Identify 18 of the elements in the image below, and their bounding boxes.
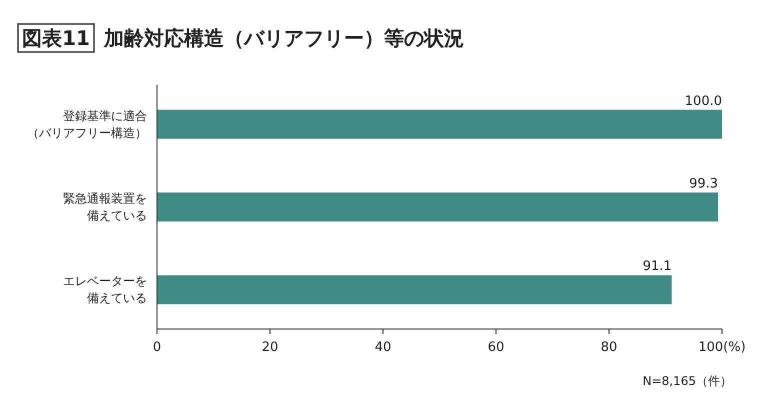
- text: N=8,165（件）: [642, 374, 732, 388]
- bar: [157, 192, 718, 222]
- y-tick-label: エレベーターを備えている: [63, 274, 147, 306]
- x-tick-label: 60: [488, 340, 504, 355]
- bar: [157, 275, 672, 304]
- x-tick-label: 40: [374, 340, 392, 355]
- chart-title: 図表11: [22, 26, 90, 50]
- y-tick-label: 緊急通報装置を備えている: [63, 192, 147, 222]
- data-label: 99.3: [689, 176, 718, 192]
- data-label: 100.0: [684, 94, 722, 109]
- data-label: 91.1: [642, 259, 672, 274]
- x-tick-label: 100(%): [698, 340, 746, 355]
- x-tick-label: 80: [600, 340, 618, 355]
- chart-subtitle: 加齢対応構造（バリアフリー）等の状況: [103, 26, 464, 50]
- bar: [157, 110, 722, 139]
- x-tick-label: 20: [262, 340, 278, 355]
- x-tick-label: 0: [152, 340, 162, 355]
- y-tick-label: 登録基準に適合（バリアフリー構造）: [27, 108, 147, 140]
